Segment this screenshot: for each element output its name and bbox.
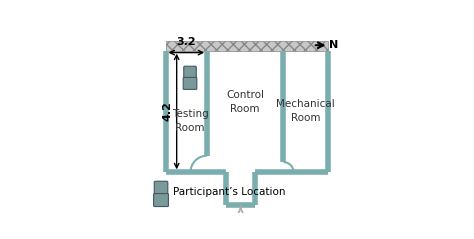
Text: Participant’s Location: Participant’s Location [173, 187, 285, 197]
Text: Control
Room: Control Room [226, 90, 264, 114]
FancyBboxPatch shape [154, 194, 168, 206]
FancyBboxPatch shape [154, 181, 168, 196]
Text: Mechanical
Room: Mechanical Room [276, 99, 335, 124]
FancyBboxPatch shape [183, 77, 197, 89]
Text: N: N [329, 40, 338, 50]
Text: 4.2: 4.2 [163, 102, 173, 121]
Text: Testing
Room: Testing Room [172, 109, 209, 133]
FancyBboxPatch shape [184, 66, 196, 80]
Text: 3.2: 3.2 [176, 37, 196, 47]
Bar [165, 41, 328, 51]
